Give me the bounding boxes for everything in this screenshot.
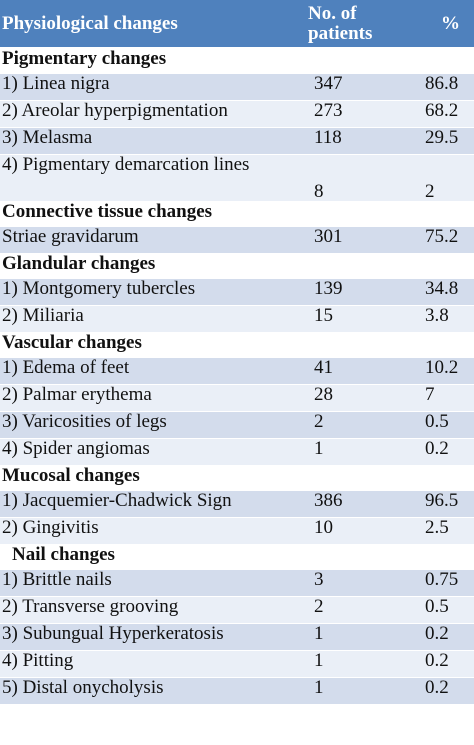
- row-label: 4) Pigmentary demarcation lines: [0, 154, 306, 202]
- row-percent: 2.5: [425, 517, 474, 545]
- row-percent: 0.2: [425, 650, 474, 678]
- row-patient-count: 139: [306, 278, 425, 306]
- row-percent: 7: [425, 384, 474, 412]
- table-row: 2) Gingivitis 10 2.5: [0, 517, 474, 545]
- row-patient-count: 273: [306, 100, 425, 128]
- table-row: 3) Melasma 118 29.5: [0, 127, 474, 155]
- row-percent: 0.75: [425, 569, 474, 597]
- table-row: 2) Palmar erythema 28 7: [0, 384, 474, 412]
- row-percent: 10.2: [425, 357, 474, 385]
- row-label: 2) Palmar erythema: [0, 384, 306, 412]
- row-label: 2) Miliaria: [0, 305, 306, 333]
- section-title: Vascular changes: [0, 332, 474, 358]
- section-row: Pigmentary changes: [0, 47, 474, 74]
- table-row: 4) Pigmentary demarcation lines 8 2: [0, 154, 474, 202]
- section-row: Connective tissue changes: [0, 201, 474, 227]
- row-patient-count: 1: [306, 438, 425, 466]
- section-title: Connective tissue changes: [0, 201, 474, 227]
- section-row: Mucosal changes: [0, 465, 474, 491]
- header-physiological-changes: Physiological changes: [0, 0, 306, 49]
- row-patient-count: 118: [306, 127, 425, 155]
- table-body: Pigmentary changes 1) Linea nigra 347 86.8 2…: [0, 47, 474, 704]
- section-title: Nail changes: [0, 544, 474, 570]
- row-patient-count: 347: [306, 73, 425, 101]
- table-row: Striae gravidarum 301 75.2: [0, 226, 474, 254]
- row-patient-count: 8: [306, 154, 425, 202]
- row-label: 1) Edema of feet: [0, 357, 306, 385]
- row-label: 4) Spider angiomas: [0, 438, 306, 466]
- row-label: 3) Subungual Hyperkeratosis: [0, 623, 306, 651]
- row-percent: 0.2: [425, 623, 474, 651]
- row-label: 3) Melasma: [0, 127, 306, 155]
- section-title: Mucosal changes: [0, 465, 474, 491]
- table-row: 1) Linea nigra 347 86.8: [0, 73, 474, 101]
- row-percent: 75.2: [425, 226, 474, 254]
- row-label: Striae gravidarum: [0, 226, 306, 254]
- section-row: Vascular changes: [0, 332, 474, 358]
- row-patient-count: 2: [306, 596, 425, 624]
- row-percent: 86.8: [425, 73, 474, 101]
- row-label: 1) Brittle nails: [0, 569, 306, 597]
- table-row: 1) Brittle nails 3 0.75: [0, 569, 474, 597]
- table-row: 4) Spider angiomas 1 0.2: [0, 438, 474, 466]
- table-header: Physiological changes No. of patients %: [0, 0, 474, 49]
- row-percent: 3.8: [425, 305, 474, 333]
- row-patient-count: 301: [306, 226, 425, 254]
- section-title: Pigmentary changes: [0, 47, 474, 74]
- row-label: 4) Pitting: [0, 650, 306, 678]
- header-row: Physiological changes No. of patients %: [0, 0, 474, 49]
- row-patient-count: 3: [306, 569, 425, 597]
- row-patient-count: 2: [306, 411, 425, 439]
- table-row: 2) Areolar hyperpigmentation 273 68.2: [0, 100, 474, 128]
- row-patient-count: 15: [306, 305, 425, 333]
- row-percent: 96.5: [425, 490, 474, 518]
- row-percent: 0.2: [425, 438, 474, 466]
- row-patient-count: 386: [306, 490, 425, 518]
- row-patient-count: 28: [306, 384, 425, 412]
- table-row: 1) Edema of feet 41 10.2: [0, 357, 474, 385]
- row-percent: 2: [425, 154, 474, 202]
- row-patient-count: 10: [306, 517, 425, 545]
- table-row: 1) Montgomery tubercles 139 34.8: [0, 278, 474, 306]
- table-row: 2) Miliaria 15 3.8: [0, 305, 474, 333]
- row-patient-count: 1: [306, 677, 425, 704]
- row-percent: 34.8: [425, 278, 474, 306]
- row-patient-count: 41: [306, 357, 425, 385]
- table-row: 1) Jacquemier-Chadwick Sign 386 96.5: [0, 490, 474, 518]
- row-label: 3) Varicosities of legs: [0, 411, 306, 439]
- header-percent: %: [425, 0, 474, 49]
- physiological-changes-table: Physiological changes No. of patients % …: [0, 0, 474, 704]
- row-label: 1) Jacquemier-Chadwick Sign: [0, 490, 306, 518]
- row-label: 1) Linea nigra: [0, 73, 306, 101]
- row-label: 2) Transverse grooving: [0, 596, 306, 624]
- table-row: 3) Varicosities of legs 2 0.5: [0, 411, 474, 439]
- table-row: 4) Pitting 1 0.2: [0, 650, 474, 678]
- table-row: 2) Transverse grooving 2 0.5: [0, 596, 474, 624]
- row-label: 1) Montgomery tubercles: [0, 278, 306, 306]
- table-row: 3) Subungual Hyperkeratosis 1 0.2: [0, 623, 474, 651]
- section-row: Nail changes: [0, 544, 474, 570]
- row-label: 5) Distal onycholysis: [0, 677, 306, 704]
- section-row: Glandular changes: [0, 253, 474, 279]
- header-no-of-patients: No. of patients: [306, 0, 425, 49]
- row-patient-count: 1: [306, 623, 425, 651]
- table-row: 5) Distal onycholysis 1 0.2: [0, 677, 474, 704]
- row-percent: 0.5: [425, 596, 474, 624]
- section-title: Glandular changes: [0, 253, 474, 279]
- row-percent: 29.5: [425, 127, 474, 155]
- row-percent: 0.2: [425, 677, 474, 704]
- row-patient-count: 1: [306, 650, 425, 678]
- row-percent: 68.2: [425, 100, 474, 128]
- row-percent: 0.5: [425, 411, 474, 439]
- row-label: 2) Areolar hyperpigmentation: [0, 100, 306, 128]
- row-label: 2) Gingivitis: [0, 517, 306, 545]
